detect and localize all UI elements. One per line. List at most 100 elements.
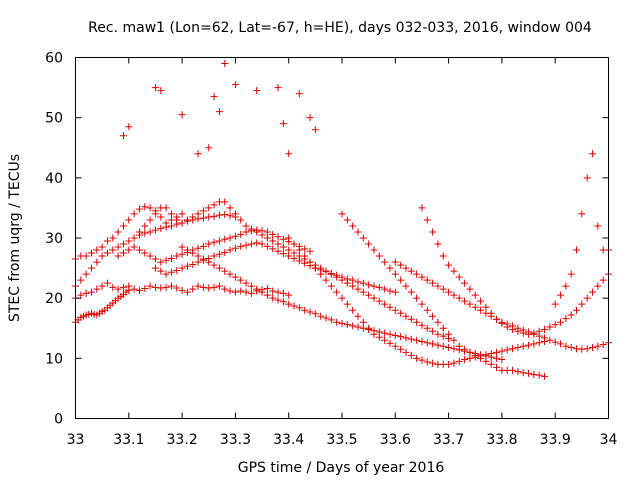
- data-point: [391, 306, 399, 314]
- y-tick-label: 60: [45, 51, 63, 67]
- data-point: [589, 344, 597, 352]
- data-point: [103, 279, 111, 287]
- data-point: [402, 334, 410, 342]
- data-point: [82, 270, 90, 278]
- data-point: [109, 234, 117, 242]
- data-point: [525, 341, 533, 349]
- data-point: [450, 291, 458, 299]
- data-point: [333, 318, 341, 326]
- data-point: [253, 87, 261, 95]
- data-point: [365, 281, 373, 289]
- data-point: [162, 219, 170, 227]
- data-point: [503, 346, 511, 354]
- data-point: [322, 314, 330, 322]
- data-point: [413, 318, 421, 326]
- data-point: [231, 244, 239, 252]
- data-point: [167, 210, 175, 218]
- data-point: [189, 260, 197, 268]
- data-point: [354, 323, 362, 331]
- data-point: [466, 285, 474, 293]
- data-point: [119, 249, 127, 257]
- data-point: [541, 334, 549, 342]
- data-point: [445, 360, 453, 368]
- data-point: [146, 228, 154, 236]
- data-point: [397, 276, 405, 284]
- data-point: [391, 331, 399, 339]
- data-point: [381, 285, 389, 293]
- data-point: [535, 327, 543, 335]
- data-point: [578, 300, 586, 308]
- data-point: [221, 211, 229, 219]
- data-point: [130, 234, 138, 242]
- data-point: [215, 108, 223, 116]
- data-point: [391, 342, 399, 350]
- data-point: [162, 270, 170, 278]
- data-point: [349, 282, 357, 290]
- data-point: [98, 252, 106, 260]
- data-point: [226, 212, 234, 220]
- data-point: [434, 318, 442, 326]
- data-point: [135, 286, 143, 294]
- data-point: [391, 258, 399, 266]
- data-point: [199, 207, 207, 215]
- data-point: [130, 285, 138, 293]
- data-point: [119, 132, 127, 140]
- data-point: [365, 324, 373, 332]
- data-point: [157, 213, 165, 221]
- data-point: [221, 198, 229, 206]
- data-point: [269, 245, 277, 253]
- data-point: [375, 283, 383, 291]
- data-point: [183, 288, 191, 296]
- data-point: [573, 345, 581, 353]
- data-point: [210, 212, 218, 220]
- data-point: [98, 282, 106, 290]
- y-tick-label: 10: [45, 351, 63, 367]
- data-point: [157, 258, 165, 266]
- data-point: [365, 291, 373, 299]
- data-point: [295, 304, 303, 312]
- data-point: [567, 344, 575, 352]
- data-point: [215, 264, 223, 272]
- data-point: [205, 144, 213, 152]
- data-point: [125, 282, 133, 290]
- data-point: [349, 222, 357, 230]
- data-point: [151, 283, 159, 291]
- data-point: [391, 288, 399, 296]
- data-point: [210, 283, 218, 291]
- data-point: [226, 270, 234, 278]
- data-point: [354, 285, 362, 293]
- data-point: [477, 297, 485, 305]
- data-point: [210, 238, 218, 246]
- data-point: [274, 296, 282, 304]
- data-point: [157, 224, 165, 232]
- data-point: [578, 345, 586, 353]
- data-point: [210, 261, 218, 269]
- data-point: [135, 246, 143, 254]
- data-point: [173, 266, 181, 274]
- data-point: [157, 284, 165, 292]
- data-point: [423, 358, 431, 366]
- data-point: [237, 276, 245, 284]
- data-point: [93, 258, 101, 266]
- data-point: [93, 246, 101, 254]
- data-point: [199, 255, 207, 263]
- data-point: [455, 294, 463, 302]
- data-point: [423, 339, 431, 347]
- data-point: [125, 237, 133, 245]
- data-point: [103, 249, 111, 257]
- data-point: [178, 210, 186, 218]
- data-point: [205, 204, 213, 212]
- y-tick-label: 20: [45, 291, 63, 307]
- data-point: [514, 368, 522, 376]
- data-point: [205, 240, 213, 248]
- data-point: [178, 286, 186, 294]
- data-point: [109, 283, 117, 291]
- data-point: [109, 246, 117, 254]
- data-point: [530, 371, 538, 379]
- data-point: [285, 291, 293, 299]
- data-point: [237, 230, 245, 238]
- data-point: [98, 243, 106, 251]
- data-point: [253, 239, 261, 247]
- data-point: [242, 222, 250, 230]
